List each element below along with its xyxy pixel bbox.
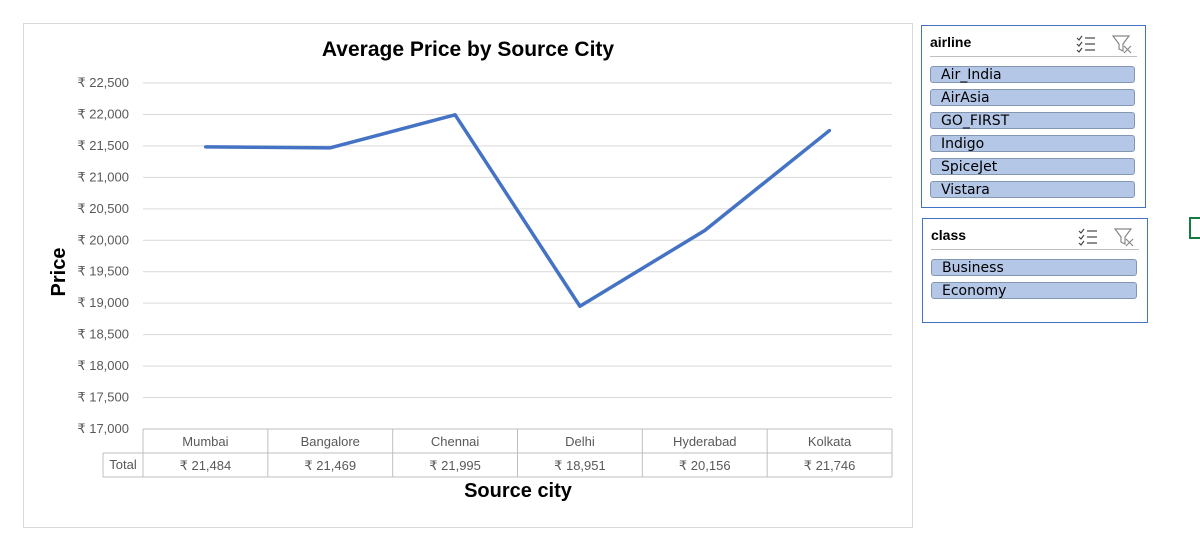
series-line	[205, 113, 831, 309]
y-tick-label: ₹ 22,500	[77, 75, 129, 90]
slicer-item-economy[interactable]: Economy	[931, 282, 1137, 299]
x-tick-label: Kolkata	[808, 434, 852, 449]
data-label: ₹ 18,951	[554, 458, 606, 473]
x-tick-label: Chennai	[431, 434, 480, 449]
data-point	[203, 145, 207, 149]
slicer-item-go-first[interactable]: GO_FIRST	[930, 112, 1135, 129]
y-tick-label: ₹ 21,500	[77, 138, 129, 153]
y-tick-label: ₹ 22,000	[77, 106, 129, 121]
chart-plot: ₹ 22,500 ₹ 22,000 ₹ 21,500 ₹ 21,000 ₹ 20,500…	[77, 75, 893, 478]
slicer-title: class	[931, 227, 967, 243]
y-tick-label: ₹ 18,000	[77, 358, 129, 373]
multi-select-icon[interactable]	[1077, 226, 1099, 248]
y-tick-label: ₹ 17,500	[77, 390, 129, 405]
slicer-title: airline	[930, 34, 972, 50]
slicer-item-vistara[interactable]: Vistara	[930, 181, 1135, 198]
data-point	[578, 304, 582, 308]
slicer-item-indigo[interactable]: Indigo	[930, 135, 1135, 152]
x-tick-label: Delhi	[565, 434, 595, 449]
active-cell-marker[interactable]	[1189, 217, 1200, 239]
x-tick-label: Hyderabad	[673, 434, 737, 449]
clear-filter-icon[interactable]	[1111, 33, 1133, 55]
chart-title: Average Price by Source City	[321, 38, 615, 61]
y-tick-label: ₹ 18,500	[77, 327, 129, 342]
y-tick-label: ₹ 19,000	[77, 295, 129, 310]
x-tick-label: Bangalore	[301, 434, 360, 449]
slicer-item-business[interactable]: Business	[931, 259, 1137, 276]
clear-filter-icon[interactable]	[1113, 226, 1135, 248]
slicer-header: class	[931, 223, 1139, 250]
y-tick-label: ₹ 19,500	[77, 264, 129, 279]
slicer-item-spicejet[interactable]: SpiceJet	[930, 158, 1135, 175]
y-tick-label: ₹ 21,000	[77, 169, 129, 184]
data-label: ₹ 21,995	[429, 458, 481, 473]
data-point	[828, 128, 832, 132]
data-label: ₹ 21,484	[180, 458, 232, 473]
data-point	[703, 228, 707, 232]
data-label: ₹ 21,746	[804, 458, 856, 473]
class-slicer[interactable]: class Business Economy	[922, 218, 1148, 323]
multi-select-icon[interactable]	[1075, 33, 1097, 55]
y-axis-label: Price	[47, 247, 70, 297]
data-label: ₹ 20,156	[679, 458, 731, 473]
series-name-label: Total	[109, 457, 137, 472]
y-tick-label: ₹ 20,000	[77, 232, 129, 247]
data-point	[453, 113, 457, 117]
slicer-item-air-india[interactable]: Air_India	[930, 66, 1135, 83]
airline-slicer[interactable]: airline Air_India AirAsia GO_FIRST Indig…	[921, 25, 1146, 208]
data-label: ₹ 21,469	[304, 458, 356, 473]
slicer-item-airasia[interactable]: AirAsia	[930, 89, 1135, 106]
slicer-header: airline	[930, 30, 1137, 57]
y-tick-label: ₹ 17,000	[77, 421, 129, 436]
data-point	[328, 146, 332, 150]
x-axis-label: Source city	[464, 480, 572, 502]
x-tick-label: Mumbai	[182, 434, 228, 449]
chart-area[interactable]: ₹ 22,500 ₹ 22,000 ₹ 21,500 ₹ 21,000 ₹ 20,500…	[23, 23, 913, 528]
y-tick-label: ₹ 20,500	[77, 201, 129, 216]
